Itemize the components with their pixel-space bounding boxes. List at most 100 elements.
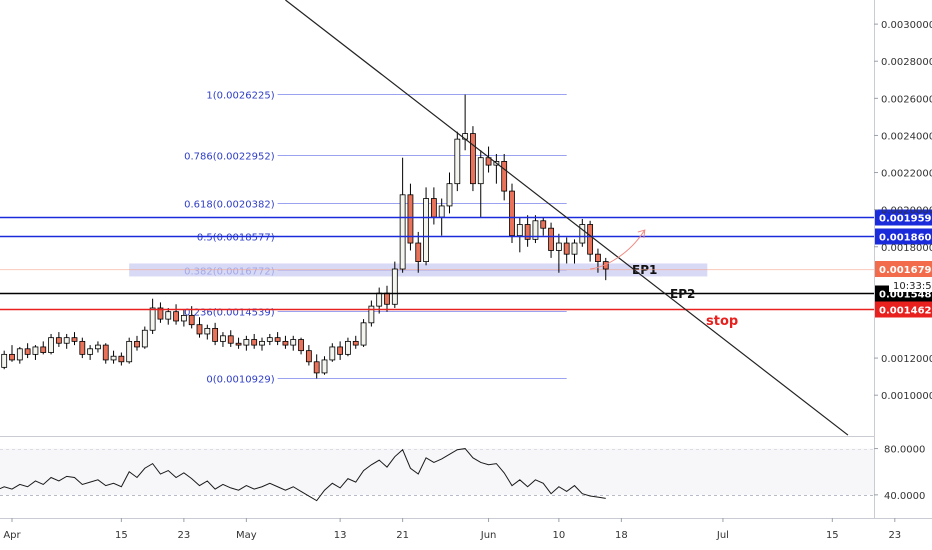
fib-level-label: 0.618(0.0020382) bbox=[184, 200, 275, 211]
trendline-group[interactable] bbox=[285, 0, 849, 436]
price-tick-label: 0.0020000 bbox=[881, 206, 932, 217]
candle bbox=[415, 231, 422, 273]
candle bbox=[48, 333, 54, 355]
price-tag-label: 0.0015486 bbox=[879, 290, 932, 301]
rsi-axis[interactable]: 80.0000 40.0000 bbox=[874, 445, 925, 502]
candle bbox=[227, 330, 234, 347]
candle bbox=[40, 341, 47, 355]
candle bbox=[516, 217, 523, 253]
candle bbox=[126, 337, 133, 364]
candle-body-down bbox=[9, 353, 15, 361]
candle-body-down bbox=[71, 337, 78, 342]
candle-body-up bbox=[243, 339, 250, 346]
candle bbox=[595, 248, 601, 273]
candle-body-up bbox=[368, 305, 375, 324]
candle-body-up bbox=[63, 337, 70, 344]
candle-body-up bbox=[32, 346, 39, 355]
price-pane[interactable]: 1(0.0026225) 0.786(0.0022952) 0.618(0.0020… bbox=[0, 0, 874, 436]
candle-body-up bbox=[220, 335, 226, 342]
time-tick-label: 10 bbox=[553, 530, 566, 541]
candle bbox=[579, 218, 586, 247]
time-axis[interactable]: Apr 15 23 May 13 21 Jun 10 18 Jul 15 23 bbox=[0, 518, 932, 541]
candle bbox=[180, 309, 187, 327]
candle-body-up bbox=[399, 194, 406, 270]
descending-trendline[interactable] bbox=[285, 0, 849, 436]
candlestick-series bbox=[1, 94, 609, 379]
candle bbox=[329, 343, 336, 362]
candle bbox=[391, 261, 398, 308]
candle-body-down bbox=[227, 335, 234, 344]
candle-body-up bbox=[149, 307, 156, 331]
time-tick-label: 15 bbox=[115, 530, 128, 541]
candle bbox=[63, 333, 70, 349]
candle bbox=[165, 307, 172, 325]
candle bbox=[602, 257, 609, 281]
candle bbox=[477, 150, 484, 218]
horizontal-lines[interactable]: EP2 stop bbox=[0, 216, 874, 330]
candle bbox=[430, 187, 437, 225]
candle-body-down bbox=[251, 339, 258, 346]
candle-body-down bbox=[407, 194, 414, 244]
entry-zone[interactable]: EP1 bbox=[0, 263, 874, 277]
candle-body-up bbox=[321, 359, 328, 374]
candle-body-up bbox=[329, 346, 336, 361]
candle bbox=[251, 333, 258, 349]
candle bbox=[274, 332, 281, 346]
candle-body-up bbox=[477, 157, 484, 185]
stop-label: stop bbox=[706, 314, 738, 329]
candle-body-down bbox=[157, 307, 164, 320]
candle bbox=[134, 335, 140, 351]
candle-body-down bbox=[305, 350, 312, 363]
candle-body-down bbox=[430, 198, 437, 218]
candle bbox=[118, 352, 125, 366]
candle-body-up bbox=[204, 327, 211, 335]
candle-body-down bbox=[79, 340, 86, 355]
fib-level-label: 0.5(0.0018577) bbox=[197, 233, 275, 244]
rsi-band bbox=[0, 448, 874, 495]
fib-level-label: 0.786(0.0022952) bbox=[184, 152, 275, 163]
candle bbox=[305, 345, 312, 366]
candle bbox=[290, 335, 297, 351]
price-tag bbox=[875, 209, 932, 226]
candle-body-down bbox=[55, 337, 62, 344]
candle-body-up bbox=[126, 340, 133, 363]
price-tag bbox=[875, 301, 932, 318]
rsi-pane[interactable] bbox=[0, 448, 874, 502]
candle bbox=[282, 335, 289, 349]
candle-body-down bbox=[40, 346, 47, 353]
fibonacci-retracement[interactable]: 1(0.0026225) 0.786(0.0022952) 0.618(0.0020… bbox=[184, 91, 567, 386]
candle-body-up bbox=[532, 220, 539, 240]
candle bbox=[204, 324, 211, 340]
candle-body-down bbox=[509, 190, 515, 237]
time-tick-label: 23 bbox=[178, 530, 191, 541]
candle-body-down bbox=[524, 224, 531, 240]
candle bbox=[266, 333, 273, 346]
candle bbox=[55, 332, 62, 347]
candle bbox=[1, 350, 8, 370]
price-axis[interactable]: 0.0019591 0.0018604 0.0015486 0.0014629 0.00… bbox=[874, 0, 932, 518]
candle-body-up bbox=[438, 205, 445, 218]
candle bbox=[571, 239, 578, 264]
candle bbox=[368, 300, 375, 327]
candle-body-up bbox=[16, 348, 23, 361]
candle bbox=[532, 215, 539, 244]
price-tag bbox=[875, 228, 932, 245]
price-tick-label: 0.0010000 bbox=[881, 391, 932, 402]
candle bbox=[95, 341, 101, 353]
candle bbox=[71, 332, 78, 346]
projection-arrow[interactable] bbox=[590, 229, 646, 270]
ep2-label: EP2 bbox=[670, 287, 695, 301]
candle bbox=[298, 337, 304, 355]
candle-body-down bbox=[188, 315, 195, 326]
rsi-line[interactable] bbox=[0, 448, 606, 502]
candle-body-up bbox=[180, 315, 187, 322]
candle bbox=[32, 345, 39, 360]
time-tick-label: Jun bbox=[480, 530, 497, 541]
candle-body-down bbox=[337, 346, 344, 355]
candle-body-up bbox=[516, 224, 523, 237]
candle bbox=[141, 326, 148, 349]
last-price-tag bbox=[875, 261, 932, 277]
candle bbox=[102, 343, 109, 364]
candle bbox=[493, 153, 500, 184]
